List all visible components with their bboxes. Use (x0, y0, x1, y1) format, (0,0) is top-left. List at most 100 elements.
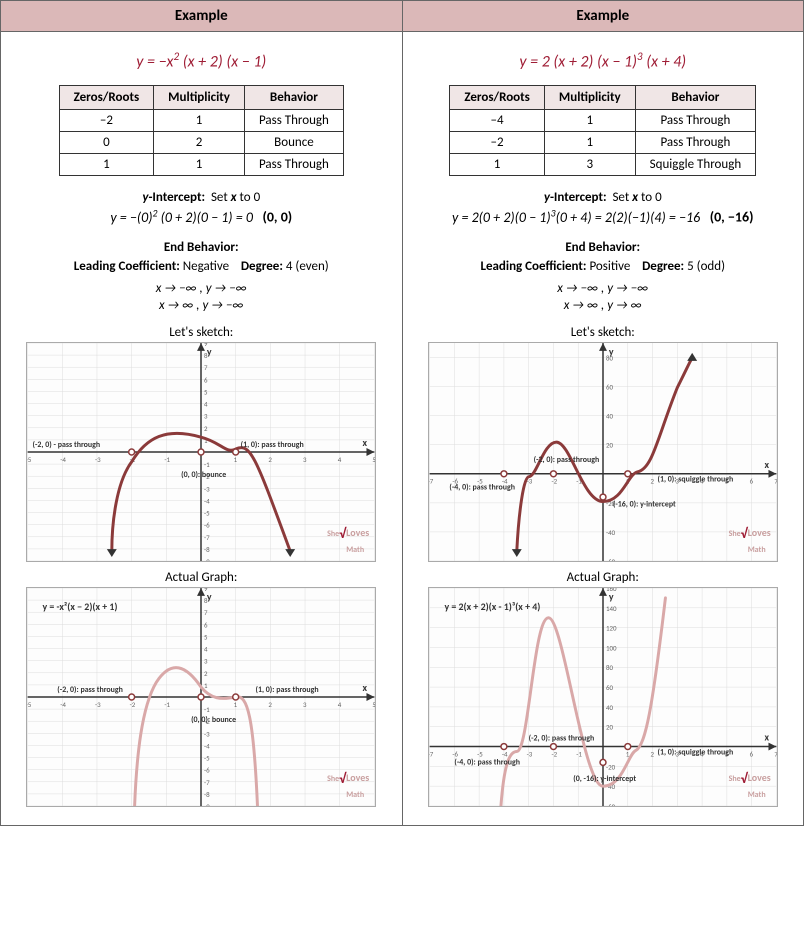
left-panel: y = −x2 (x + 2) (x − 1) Zeros/Roots Mult… (1, 32, 403, 826)
col-beh: Behavior (244, 86, 343, 110)
col-zeros: Zeros/Roots (59, 86, 154, 110)
svg-text:(1, 0): squiggle through: (1, 0): squiggle through (657, 474, 733, 484)
svg-text:y: y (207, 346, 212, 358)
svg-text:2: 2 (650, 476, 654, 485)
table-row: 02Bounce (59, 132, 343, 154)
svg-text:y = -x²(x − 2)(x + 1): y = -x²(x − 2)(x + 1) (43, 601, 118, 613)
svg-text:100: 100 (606, 643, 617, 652)
svg-text:-2: -2 (551, 476, 557, 485)
svg-text:-1: -1 (204, 460, 210, 469)
svg-text:6: 6 (749, 749, 753, 758)
svg-text:-3: -3 (204, 729, 210, 738)
svg-text:8: 8 (204, 596, 208, 605)
svg-text:40: 40 (606, 411, 614, 420)
svg-text:(-16, 0): y-intercept: (-16, 0): y-intercept (613, 499, 676, 509)
main-comparison-table: Example Example y = −x2 (x + 2) (x − 1) … (0, 0, 804, 826)
svg-text:9: 9 (204, 343, 208, 348)
svg-text:-4: -4 (204, 741, 210, 750)
svg-text:7: 7 (774, 476, 777, 485)
table-row: 11Pass Through (59, 154, 343, 176)
svg-text:2: 2 (269, 700, 273, 709)
right-equation: y = 2 (x + 2) (x − 1)3 (x + 4) (411, 50, 796, 71)
svg-text:-9: -9 (204, 557, 210, 561)
svg-text:-1: -1 (165, 455, 171, 464)
svg-text:(-2, 0): pass through: (-2, 0): pass through (58, 685, 124, 695)
svg-text:-6: -6 (204, 765, 210, 774)
yint-calc: y = −(0)2 (0 + 2)(0 − 1) = 0 (0, 0) (9, 207, 394, 226)
svg-text:6: 6 (204, 375, 208, 384)
table-row: –21Pass Through (450, 132, 756, 154)
svg-text:7: 7 (204, 608, 208, 617)
svg-text:3: 3 (204, 656, 208, 665)
svg-text:-5: -5 (204, 753, 210, 762)
col-zeros: Zeros/Roots (450, 86, 545, 110)
svg-text:(-4, 0): pass through: (-4, 0): pass through (454, 757, 520, 767)
right-roots-table: Zeros/Roots Multiplicity Behavior –41Pas… (449, 85, 756, 176)
svg-text:20: 20 (606, 440, 614, 449)
svg-text:-2: -2 (130, 700, 136, 709)
table-row: –41Pass Through (450, 110, 756, 132)
svg-text:(1, 0): pass through: (1, 0): pass through (256, 685, 319, 695)
sketch-label: Let's sketch: (9, 325, 394, 340)
svg-text:y: y (207, 591, 212, 603)
svg-text:2: 2 (269, 455, 273, 464)
svg-text:9: 9 (204, 588, 208, 593)
svg-text:60: 60 (606, 382, 614, 391)
svg-text:20: 20 (606, 722, 614, 731)
col-mult: Multiplicity (154, 86, 245, 110)
left-sketch-graph: xy-5-4-3-2-112345-9-8-7-6-5-4-3-2-112345… (26, 342, 376, 562)
svg-text:1: 1 (204, 681, 208, 690)
header-left: Example (1, 1, 403, 32)
yint-label: y-Intercept: Set x to 0 (411, 190, 796, 205)
svg-text:7: 7 (774, 749, 777, 758)
svg-text:5: 5 (373, 455, 376, 464)
limits: x → −∞ , y → −∞ x → ∞ , y → ∞ (411, 281, 796, 315)
svg-text:-3: -3 (526, 749, 532, 758)
svg-text:-1: -1 (204, 705, 210, 714)
svg-text:40: 40 (606, 703, 614, 712)
yint-label: y-Intercept: Set x to 0 (9, 190, 394, 205)
svg-text:(0, 0): bounce: (0, 0): bounce (181, 470, 226, 480)
svg-text:-4: -4 (204, 496, 210, 505)
header-right: Example (402, 1, 804, 32)
watermark: She√LovesMath (729, 525, 771, 555)
svg-text:-60: -60 (606, 557, 616, 561)
svg-text:-40: -40 (606, 528, 616, 537)
col-mult: Multiplicity (544, 86, 635, 110)
svg-text:-5: -5 (27, 700, 32, 709)
svg-text:-3: -3 (95, 455, 101, 464)
svg-text:5: 5 (204, 632, 208, 641)
svg-text:(0, 0): bounce: (0, 0): bounce (191, 715, 236, 725)
end-behavior: End Behavior: Leading Coefficient: Posit… (411, 238, 796, 277)
svg-text:-7: -7 (204, 533, 210, 542)
svg-text:60: 60 (606, 683, 614, 692)
svg-text:(-2, 0) - pass through: (-2, 0) - pass through (33, 440, 101, 450)
svg-text:80: 80 (606, 663, 614, 672)
right-actual-graph: xy-7-6-5-4-3-2-11234567-60-40-2020406080… (428, 587, 778, 807)
svg-text:2: 2 (204, 424, 208, 433)
svg-text:(1, 0): pass through: (1, 0): pass through (241, 440, 304, 450)
svg-text:-1: -1 (165, 700, 171, 709)
svg-text:x: x (764, 731, 769, 743)
svg-text:6: 6 (204, 620, 208, 629)
sketch-label: Let's sketch: (411, 325, 796, 340)
svg-text:-7: -7 (429, 476, 434, 485)
end-behavior: End Behavior: Leading Coefficient: Negat… (9, 238, 394, 277)
svg-text:x: x (764, 459, 769, 471)
left-equation: y = −x2 (x + 2) (x − 1) (9, 50, 394, 71)
svg-text:120: 120 (606, 623, 617, 632)
svg-text:-20: -20 (606, 762, 616, 771)
yint-calc: y = 2(0 + 2)(0 − 1)3(0 + 4) = 2(2)(−1)(4… (411, 207, 796, 226)
svg-text:-3: -3 (204, 484, 210, 493)
table-row: 13Squiggle Through (450, 154, 756, 176)
svg-text:3: 3 (303, 700, 307, 709)
svg-text:-3: -3 (95, 700, 101, 709)
svg-text:(-4, 0): pass through: (-4, 0): pass through (449, 482, 515, 492)
svg-text:-2: -2 (551, 749, 557, 758)
svg-text:-60: -60 (606, 802, 616, 806)
svg-text:5: 5 (373, 700, 376, 709)
watermark: She√LovesMath (729, 770, 771, 800)
svg-text:140: 140 (606, 604, 617, 613)
actual-label: Actual Graph: (9, 570, 394, 585)
svg-text:6: 6 (749, 476, 753, 485)
